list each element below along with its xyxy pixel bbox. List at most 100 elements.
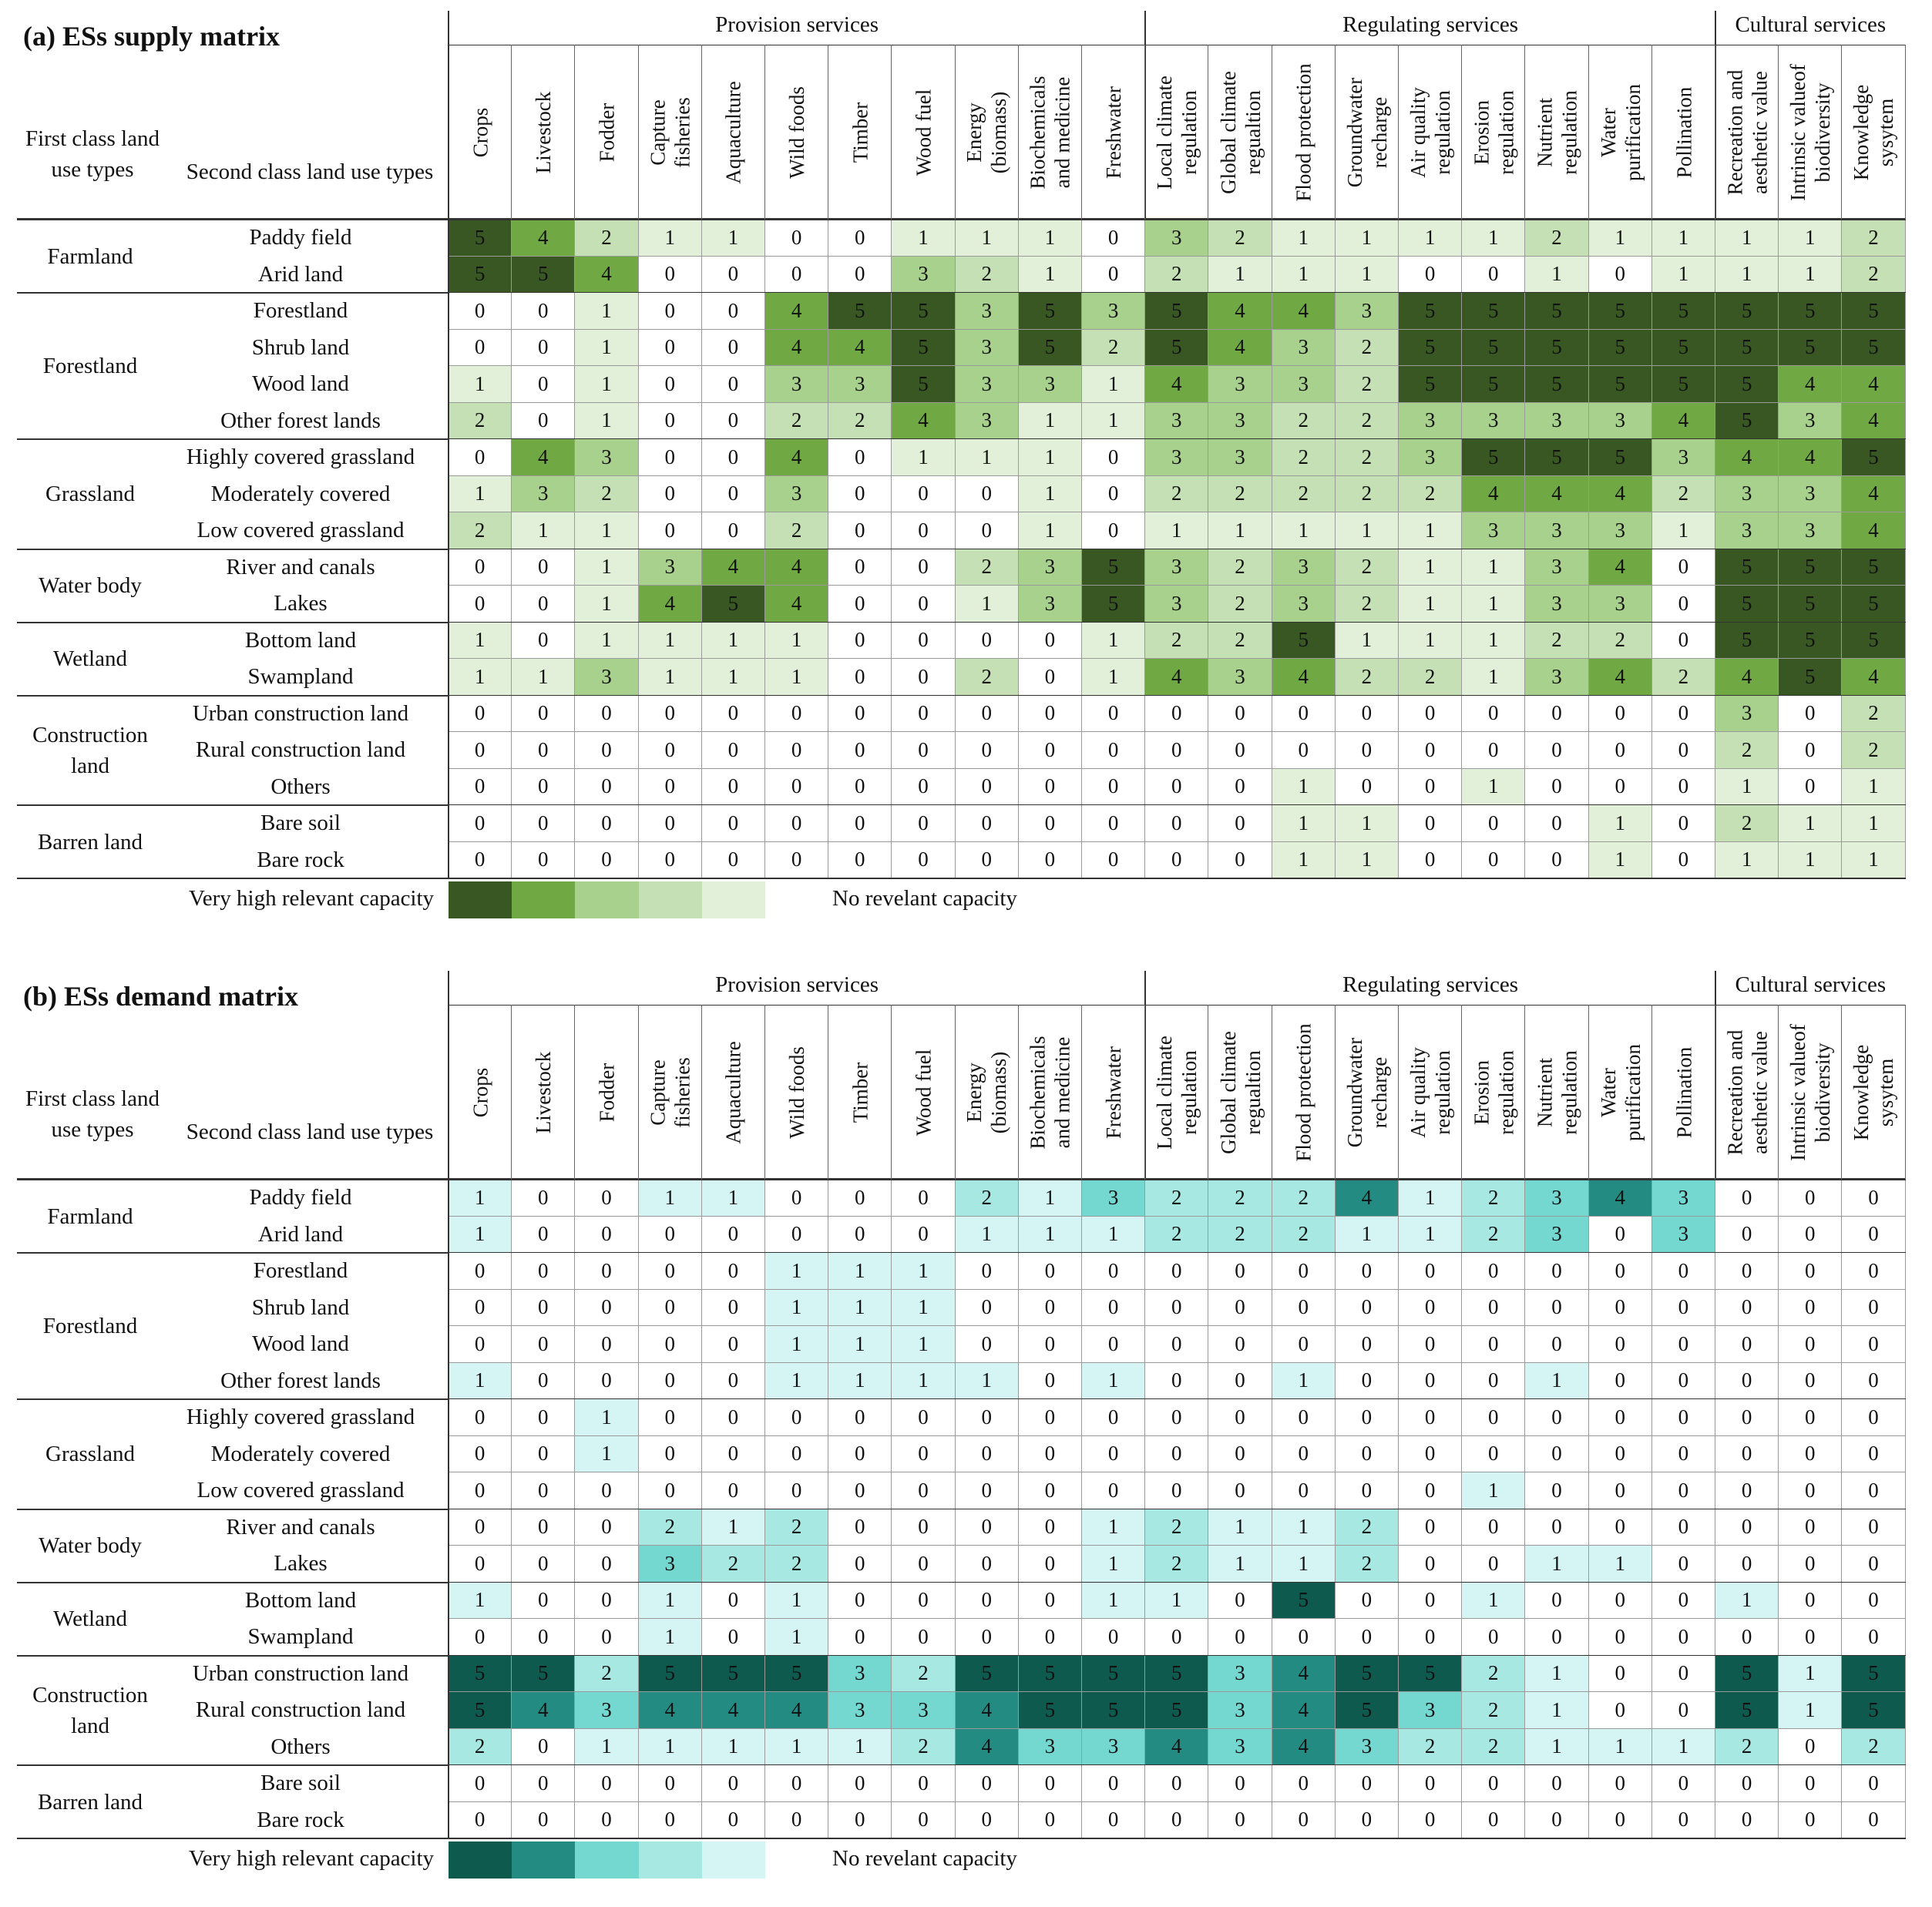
matrix-cell: 1 (1082, 366, 1146, 403)
matrix-cell: 3 (1525, 402, 1589, 439)
matrix-cell: 0 (828, 1435, 892, 1472)
column-divider (701, 1005, 702, 1180)
matrix-cell: 0 (1018, 1399, 1082, 1436)
matrix-cell: 1 (1272, 1509, 1336, 1546)
matrix-cell: 0 (1715, 1326, 1779, 1363)
matrix-cell: 0 (1208, 841, 1272, 878)
matrix-cell: 1 (1082, 1546, 1146, 1583)
matrix-cell: 1 (1018, 1180, 1082, 1217)
matrix-cell: 4 (1462, 475, 1526, 512)
matrix-cell: 0 (1018, 805, 1082, 842)
matrix-cell: 0 (1525, 805, 1589, 842)
matrix-cell: 0 (1335, 1582, 1399, 1619)
matrix-cell: 1 (701, 622, 765, 659)
matrix-cell: 5 (1525, 439, 1589, 476)
matrix-cell: 0 (512, 293, 576, 330)
column-header-label: Energy (biomass) (963, 91, 1011, 173)
matrix-cell: 0 (1842, 1289, 1906, 1326)
matrix-cell: 0 (828, 695, 892, 732)
matrix-cell: 1 (1335, 1216, 1399, 1253)
matrix-cell: 0 (512, 1180, 576, 1217)
land-use-row-label: Shrub land (251, 334, 350, 360)
land-use-row-label: Moderately covered (210, 481, 391, 506)
matrix-cell: 0 (449, 1326, 512, 1363)
matrix-cell: 5 (701, 1655, 765, 1692)
matrix-cell: 0 (1145, 1289, 1209, 1326)
matrix-cell: 0 (512, 1253, 576, 1290)
service-group-label: Regulating services (1342, 972, 1519, 997)
matrix-cell: 0 (1082, 512, 1146, 549)
column-header: Energy (biomass) (956, 1008, 1019, 1177)
matrix-cell: 1 (1272, 805, 1336, 842)
matrix-cell: 5 (1462, 366, 1526, 403)
matrix-cell: 0 (828, 512, 892, 549)
matrix-cell: 0 (892, 1180, 956, 1217)
matrix-cell: 0 (892, 549, 956, 586)
matrix-cell: 5 (1715, 586, 1779, 623)
matrix-cell: 1 (1272, 1362, 1336, 1399)
matrix-cell: 0 (1208, 1435, 1272, 1472)
matrix-cell: 0 (638, 1253, 702, 1290)
matrix-cell: 0 (1208, 805, 1272, 842)
matrix-cell: 0 (1588, 695, 1652, 732)
column-divider (1398, 45, 1399, 220)
matrix-cell: 1 (1651, 512, 1715, 549)
matrix-cell: 0 (512, 586, 576, 623)
matrix-cell: 4 (1842, 659, 1906, 696)
matrix-cell: 0 (828, 1180, 892, 1217)
column-divider (1398, 1005, 1399, 1180)
matrix-cell: 0 (1399, 1289, 1463, 1326)
matrix-cell: 0 (892, 732, 956, 769)
matrix-cell: 0 (1462, 1546, 1526, 1583)
matrix-cell: 5 (1842, 329, 1906, 366)
matrix-cell: 5 (449, 256, 512, 293)
matrix-cell: 0 (1272, 695, 1336, 732)
matrix-cell: 0 (575, 805, 639, 842)
column-header: Flood protection (1272, 48, 1336, 217)
matrix-cell: 0 (765, 256, 829, 293)
matrix-cell: 4 (1272, 1692, 1336, 1729)
matrix-cell: 5 (1145, 1655, 1209, 1692)
matrix-cell: 5 (638, 1655, 702, 1692)
matrix-cell: 5 (1715, 549, 1779, 586)
land-use-row-label: Rural construction land (195, 1697, 406, 1723)
matrix-cell: 1 (1842, 768, 1906, 805)
column-divider (637, 1005, 639, 1180)
matrix-cell: 5 (1082, 586, 1146, 623)
matrix-cell: 0 (512, 841, 576, 878)
matrix-cell: 1 (1018, 1216, 1082, 1253)
matrix-cell: 0 (955, 1326, 1019, 1363)
matrix-cell: 0 (1588, 1765, 1652, 1802)
matrix-cell: 2 (1715, 805, 1779, 842)
matrix-cell: 4 (1272, 659, 1336, 696)
matrix-cell: 4 (892, 402, 956, 439)
matrix-cell: 3 (1208, 402, 1272, 439)
matrix-cell: 0 (955, 1582, 1019, 1619)
matrix-cell: 3 (1525, 659, 1589, 696)
matrix-cell: 0 (449, 732, 512, 769)
land-use-row-label: Wood land (252, 1331, 349, 1357)
matrix-cell: 0 (1462, 1765, 1526, 1802)
matrix-cell: 0 (512, 768, 576, 805)
column-header: Biochemicals and medicine (1019, 1008, 1082, 1177)
matrix-cell: 4 (638, 1692, 702, 1729)
matrix-cell: 5 (1715, 1692, 1779, 1729)
matrix-cell: 0 (1272, 732, 1336, 769)
matrix-cell: 0 (1018, 1289, 1082, 1326)
first-class-header: First class land use types (25, 1086, 160, 1142)
matrix-cell: 5 (1082, 549, 1146, 586)
matrix-cell: 5 (449, 1692, 512, 1729)
matrix-cell: 4 (1842, 512, 1906, 549)
matrix-cell: 5 (1842, 586, 1906, 623)
matrix-cell: 0 (1335, 768, 1399, 805)
matrix-cell: 0 (1525, 1472, 1589, 1509)
service-group-label: Cultural services (1735, 972, 1887, 997)
column-divider (701, 45, 702, 220)
matrix-cell: 1 (575, 402, 639, 439)
matrix-cell: 1 (1779, 1692, 1843, 1729)
matrix-cell: 5 (1525, 366, 1589, 403)
matrix-cell: 5 (1145, 293, 1209, 330)
matrix-cell: 4 (701, 1692, 765, 1729)
matrix-cell: 4 (1842, 475, 1906, 512)
matrix-cell: 0 (449, 805, 512, 842)
